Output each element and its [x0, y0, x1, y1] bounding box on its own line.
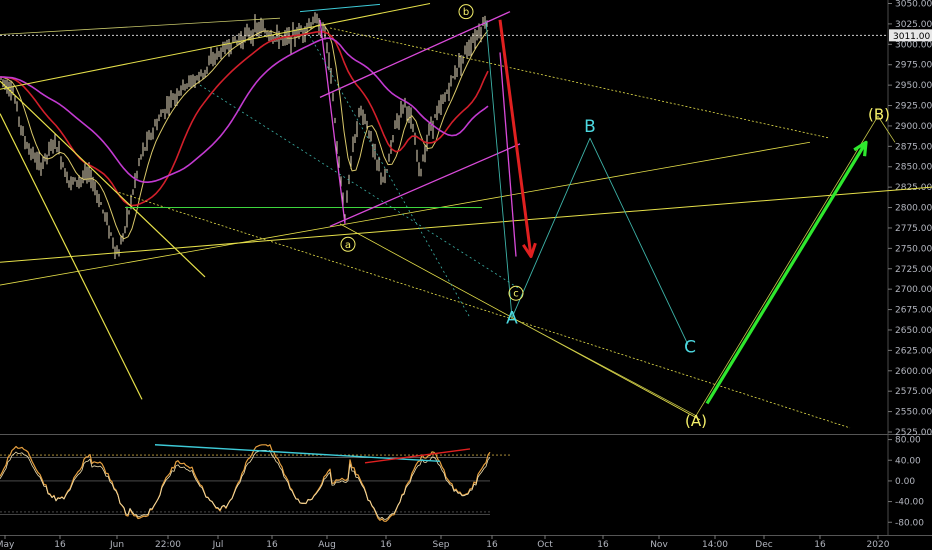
- osc-tick-label: 0.00: [895, 477, 915, 487]
- wave-label-b: b: [463, 7, 469, 18]
- abc-projection-path: [485, 21, 689, 345]
- wave-label-A: A: [506, 309, 518, 329]
- osc-tick-label: -40.00: [895, 498, 924, 508]
- down-arrow: [498, 19, 533, 257]
- last-price-badge: [889, 29, 932, 42]
- time-tick-label: Nov: [650, 540, 668, 550]
- price-tick-label: 2525.00: [895, 428, 932, 438]
- price-tick-label: 2600.00: [895, 367, 932, 377]
- trendline-left-down: [0, 80, 206, 278]
- wave-label-B: B: [584, 117, 596, 137]
- projection-fan-1: [309, 35, 471, 318]
- time-tick-label: Dec: [755, 540, 772, 550]
- time-tick-label: Jun: [109, 540, 124, 550]
- wave-label-A: (A): [685, 412, 707, 430]
- price-tick-label: 2925.00: [895, 102, 932, 112]
- time-tick-label: Oct: [537, 540, 553, 550]
- time-tick-label: 16: [814, 540, 826, 550]
- channel-right-drop: [499, 52, 517, 257]
- osc-tick-label: 80.00: [895, 436, 921, 446]
- trendline-mid-long: [0, 141, 811, 286]
- time-tick-label: 14:00: [702, 540, 728, 550]
- projection-fan-2: [199, 84, 521, 290]
- osc-tick-label: -80.00: [895, 518, 924, 528]
- price-tick-label: 2975.00: [895, 61, 932, 71]
- osc-divergence-red: [364, 448, 471, 464]
- price-tick-label: 2750.00: [895, 244, 932, 254]
- time-tick-label: Jul: [212, 540, 224, 550]
- trendline-top-cyan: [299, 3, 381, 13]
- ma-slow-line: [0, 37, 489, 183]
- up-arrow: [705, 141, 868, 405]
- channel-lower: [329, 143, 521, 227]
- time-tick-label: 22:00: [155, 540, 181, 550]
- down-arrow-head: [522, 242, 537, 258]
- price-tick-label: 2900.00: [895, 122, 932, 132]
- price-tick-label: 2725.00: [895, 265, 932, 275]
- time-tick-label: Sep: [433, 540, 450, 550]
- price-tick-label: 2875.00: [895, 142, 932, 152]
- time-tick-label: 2020: [867, 540, 890, 550]
- price-tick-label: 3025.00: [895, 20, 932, 30]
- osc-tick-label: 40.00: [895, 456, 921, 466]
- price-tick-label: 2700.00: [895, 285, 932, 295]
- channel-left-drop: [319, 19, 346, 224]
- ma-fast-line: [0, 24, 489, 240]
- price-tick-label: 3000.00: [895, 40, 932, 50]
- price-tick-label: 2575.00: [895, 387, 932, 397]
- price-tick-label: 2625.00: [895, 346, 932, 356]
- price-tick-label: 2950.00: [895, 81, 932, 91]
- osc-signal-line: [0, 449, 491, 520]
- trendline-dotted-upper: [329, 27, 831, 139]
- wave-label-a: a: [345, 240, 351, 251]
- ma-mid-line: [0, 30, 489, 207]
- up-arrow-head: [853, 140, 868, 157]
- time-tick-label: Aug: [318, 540, 336, 550]
- time-tick-label: 16: [486, 540, 498, 550]
- price-tick-label: 2850.00: [895, 163, 932, 173]
- wave-label-circle: [458, 4, 474, 20]
- price-tick-label: 2675.00: [895, 306, 932, 316]
- channel-upper: [319, 11, 511, 98]
- trendline-top-gray: [0, 17, 281, 35]
- trendline-upper-long: [0, 3, 431, 90]
- price-tick-label: 2550.00: [895, 408, 932, 418]
- wave-label-circle: [340, 236, 356, 252]
- time-tick-label: 16: [380, 540, 392, 550]
- last-price-label: 3011.00: [893, 32, 930, 42]
- trendline-lower-long: [0, 186, 932, 263]
- price-tick-label: 2775.00: [895, 224, 932, 234]
- wave-label-c: c: [513, 289, 519, 300]
- osc-line: [0, 444, 491, 522]
- time-tick-label: 16: [266, 540, 278, 550]
- price-tick-label: 2650.00: [895, 326, 932, 336]
- big-projection-path: [511, 115, 896, 417]
- time-tick-label: May: [0, 540, 15, 550]
- wave-label-circle: [508, 285, 524, 301]
- time-tick-label: 16: [597, 540, 609, 550]
- price-tick-label: 2800.00: [895, 204, 932, 214]
- time-tick-label: 16: [54, 540, 66, 550]
- trendline-dotted-lower: [114, 190, 851, 429]
- wave-label-B: (B): [868, 106, 890, 124]
- wave-label-C: C: [684, 337, 696, 357]
- price-tick-label: 3050.00: [895, 0, 932, 10]
